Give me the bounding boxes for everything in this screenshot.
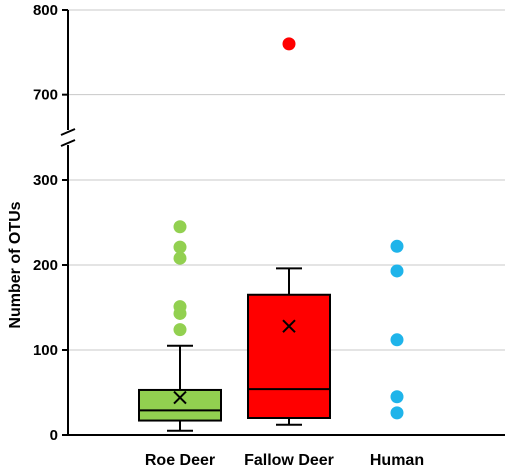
- x-category-label-roe-deer: Roe Deer: [145, 452, 215, 468]
- gridlines: [68, 9, 505, 351]
- plot-area: [138, 37, 404, 432]
- y-tick-label-800: 800: [33, 2, 58, 19]
- fallow-deer-mean-marker: [282, 319, 296, 333]
- fallow-deer-outlier-point: [282, 37, 296, 51]
- y-tick-label-300: 300: [33, 172, 58, 189]
- roe-deer-outlier-point: [173, 220, 187, 234]
- roe-deer-outlier-point: [173, 240, 187, 254]
- series-roe-deer: [138, 220, 222, 432]
- fallow-deer-box: [247, 293, 331, 419]
- x-category-label-fallow-deer: Fallow Deer: [244, 452, 334, 468]
- human-data-point: [390, 333, 404, 347]
- roe-deer-mean-marker: [173, 390, 187, 405]
- human-data-point: [390, 264, 404, 278]
- y-tick-label-200: 200: [33, 257, 58, 274]
- axis-break-mark-bottom: [60, 139, 76, 147]
- series-human: [390, 239, 404, 420]
- roe-deer-outlier-point: [173, 300, 187, 314]
- y-tick-label-100: 100: [33, 342, 58, 359]
- human-data-point: [390, 406, 404, 420]
- y-axis: [60, 9, 505, 436]
- x-category-label-human: Human: [370, 452, 424, 468]
- y-axis-title: Number of OTUs: [7, 201, 24, 328]
- human-data-point: [390, 239, 404, 253]
- x-category-labels: Roe Deer Fallow Deer Human: [145, 452, 424, 468]
- y-tick-label-700: 700: [33, 87, 58, 104]
- series-fallow-deer: [247, 37, 331, 426]
- roe-deer-box: [138, 388, 222, 422]
- human-data-point: [390, 390, 404, 404]
- axis-break-mark-top: [60, 128, 76, 136]
- y-tick-label-0: 0: [50, 427, 58, 444]
- roe-deer-outlier-point: [173, 323, 187, 337]
- roe-deer-outlier-point: [173, 251, 187, 265]
- y-tick-labels: 0 100 200 300 700 800: [33, 2, 58, 444]
